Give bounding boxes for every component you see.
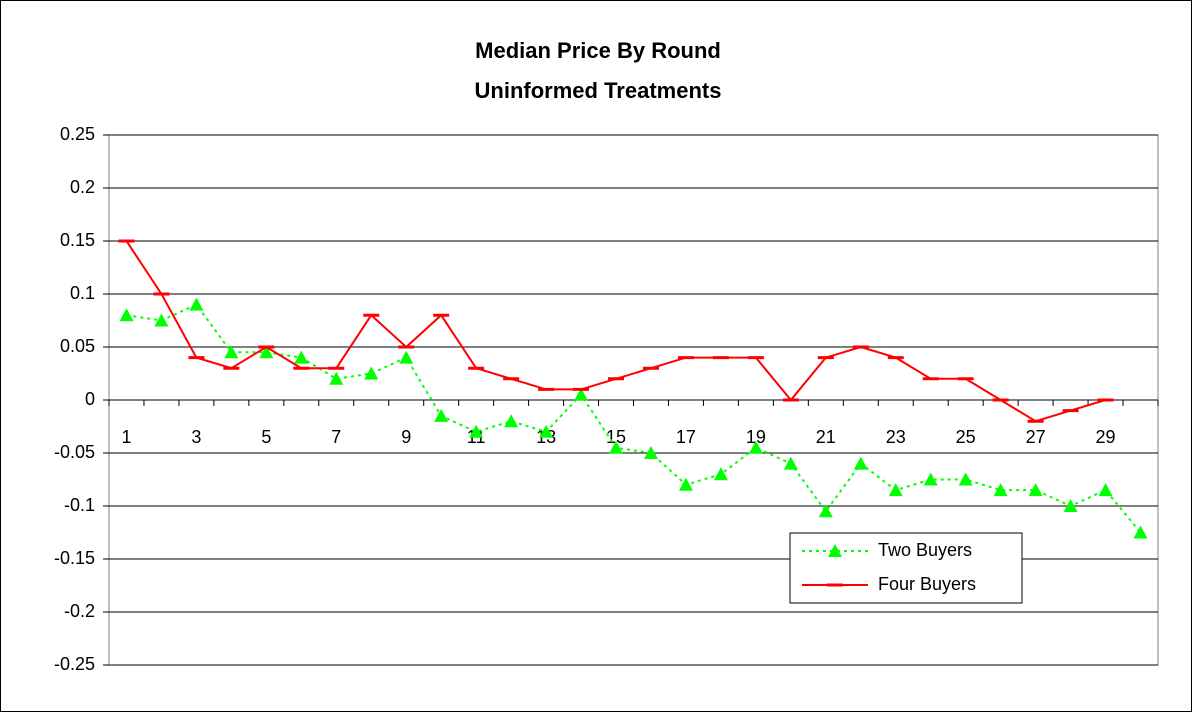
triangle-marker bbox=[993, 483, 1008, 497]
triangle-marker bbox=[818, 504, 833, 518]
legend-marker bbox=[828, 544, 842, 557]
triangle-marker bbox=[1063, 499, 1078, 512]
legend-label: Four Buyers bbox=[878, 574, 976, 594]
triangle-marker bbox=[469, 424, 484, 438]
x-tick-label: 1 bbox=[121, 427, 131, 447]
triangle-marker bbox=[1098, 483, 1113, 497]
x-tick-label: 5 bbox=[261, 427, 271, 447]
triangle-marker bbox=[748, 440, 763, 454]
x-tick-label: 9 bbox=[401, 427, 411, 447]
y-tick-label: 0.25 bbox=[60, 124, 95, 144]
triangle-marker bbox=[364, 366, 379, 380]
triangle-marker bbox=[574, 387, 589, 401]
x-tick-label: 7 bbox=[331, 427, 341, 447]
x-tick-label: 23 bbox=[886, 427, 906, 447]
triangle-marker bbox=[259, 345, 274, 359]
triangle-marker bbox=[888, 483, 903, 497]
chart-subtitle: Uninformed Treatments bbox=[475, 78, 722, 103]
triangle-marker bbox=[329, 371, 344, 385]
triangle-marker bbox=[189, 297, 204, 311]
triangle-marker bbox=[609, 440, 624, 454]
y-tick-label: -0.2 bbox=[64, 601, 95, 621]
triangle-marker bbox=[783, 456, 798, 470]
x-tick-label: 17 bbox=[676, 427, 696, 447]
y-tick-label: 0.15 bbox=[60, 230, 95, 250]
x-tick-label: 27 bbox=[1026, 427, 1046, 447]
triangle-marker bbox=[1028, 483, 1043, 497]
legend-label: Two Buyers bbox=[878, 540, 972, 560]
triangle-marker bbox=[853, 456, 868, 470]
triangle-marker bbox=[539, 424, 554, 438]
x-tick-label: 21 bbox=[816, 427, 836, 447]
triangle-marker bbox=[678, 477, 693, 491]
y-tick-label: -0.25 bbox=[54, 654, 95, 674]
triangle-marker bbox=[504, 414, 519, 428]
y-tick-label: 0.1 bbox=[70, 283, 95, 303]
x-tick-label: 29 bbox=[1096, 427, 1116, 447]
legend-box bbox=[789, 532, 1023, 604]
triangle-marker bbox=[119, 308, 134, 322]
y-tick-label: 0 bbox=[85, 389, 95, 409]
x-tick-label: 3 bbox=[191, 427, 201, 447]
triangle-marker bbox=[643, 446, 658, 459]
triangle-marker bbox=[294, 350, 309, 364]
y-tick-label: -0.15 bbox=[54, 548, 95, 568]
triangle-marker bbox=[434, 408, 449, 422]
triangle-marker bbox=[399, 350, 414, 364]
y-tick-label: -0.05 bbox=[54, 442, 95, 462]
triangle-marker bbox=[1133, 525, 1148, 539]
y-tick-label: -0.1 bbox=[64, 495, 95, 515]
chart-title: Median Price By Round bbox=[475, 38, 721, 63]
y-tick-label: 0.05 bbox=[60, 336, 95, 356]
series-line bbox=[126, 303, 1142, 534]
triangle-marker bbox=[713, 467, 728, 481]
x-tick-label: 25 bbox=[956, 427, 976, 447]
triangle-marker bbox=[958, 472, 973, 486]
triangle-marker bbox=[154, 313, 169, 327]
x-tick-label: 19 bbox=[746, 427, 766, 447]
triangle-marker bbox=[923, 472, 938, 486]
triangle-marker bbox=[224, 345, 239, 359]
y-tick-label: 0.2 bbox=[70, 177, 95, 197]
